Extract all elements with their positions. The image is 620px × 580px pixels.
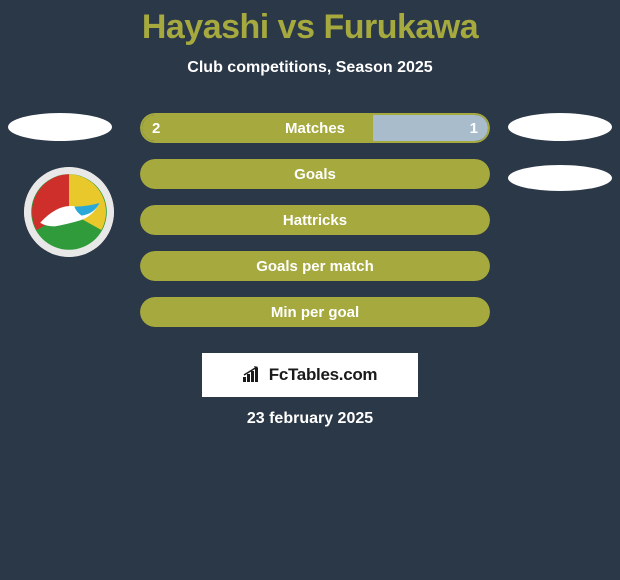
player-right-avatar-placeholder	[508, 113, 612, 141]
player-right-club-placeholder	[508, 165, 612, 191]
attribution-text: FcTables.com	[269, 365, 378, 385]
page-subtitle: Club competitions, Season 2025	[0, 59, 620, 77]
player-left-club-badge	[24, 167, 114, 257]
attribution-badge: FcTables.com	[202, 353, 418, 397]
bar-fill-left	[142, 115, 373, 141]
stat-row: Goals	[140, 159, 490, 189]
page-title: Hayashi vs Furukawa	[0, 0, 620, 47]
stat-bars: 21MatchesGoalsHattricksGoals per matchMi…	[140, 113, 490, 343]
bar-chart-icon	[243, 366, 265, 384]
player-left-avatar-placeholder	[8, 113, 112, 141]
stat-right-value: 1	[470, 113, 478, 143]
stat-row: Goals per match	[140, 251, 490, 281]
stat-row: Min per goal	[140, 297, 490, 327]
stat-row: 21Matches	[140, 113, 490, 143]
stat-row: Hattricks	[140, 205, 490, 235]
date-text: 23 february 2025	[0, 410, 620, 428]
stat-left-value: 2	[152, 113, 160, 143]
